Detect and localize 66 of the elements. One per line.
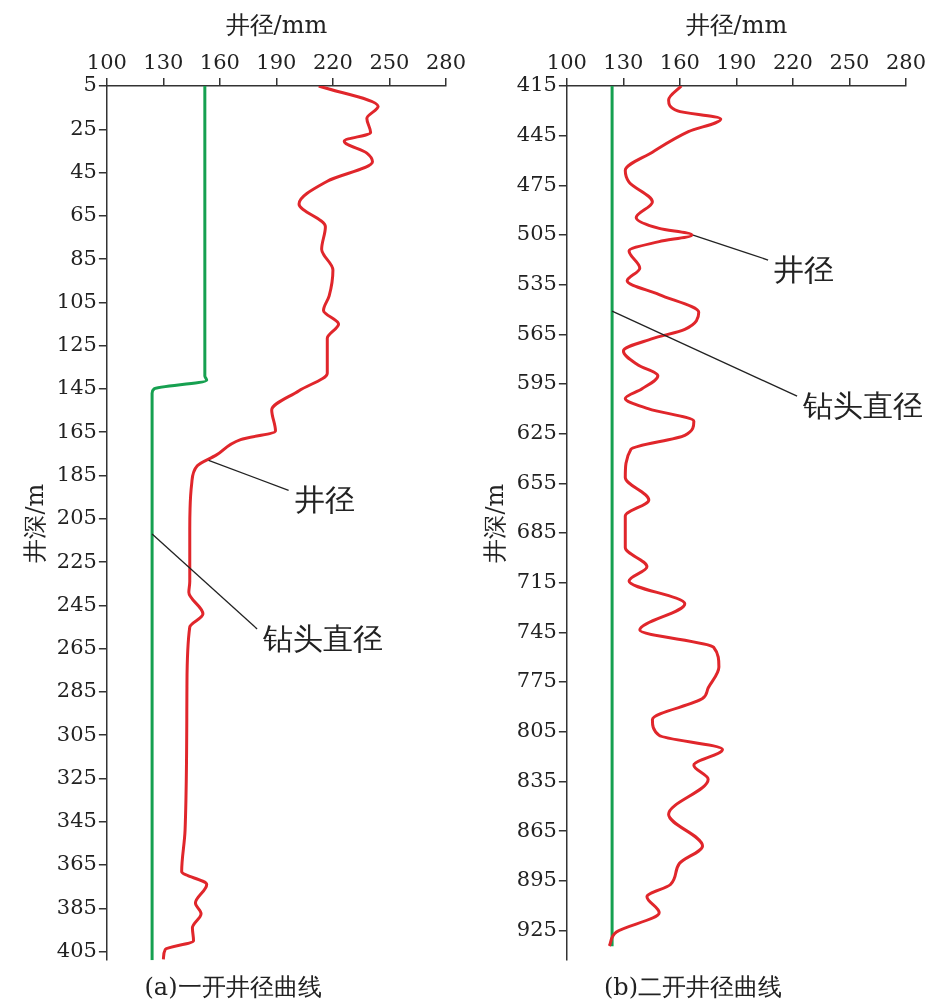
annotation: 井径 (294, 482, 355, 518)
y-tick-label: 45 (70, 159, 97, 184)
x-axis-title: 井径/mm (685, 10, 788, 39)
y-tick-label: 805 (516, 718, 557, 743)
y-tick-label: 165 (56, 418, 97, 443)
y-tick-label: 565 (516, 320, 557, 345)
y-tick-label: 105 (56, 288, 97, 313)
y-tick-label: 535 (516, 271, 557, 296)
y-tick-label: 265 (56, 635, 97, 660)
y-tick-label: 85 (70, 245, 97, 270)
y-tick-label: 285 (56, 678, 97, 703)
y-tick-label: 745 (516, 618, 557, 643)
y-tick-label: 475 (516, 171, 557, 196)
y-tick-label: 895 (516, 867, 557, 892)
y-tick-label: 505 (516, 221, 557, 246)
y-tick-label: 245 (56, 591, 97, 616)
x-tick-label: 190 (256, 49, 297, 74)
y-tick-label: 5 (83, 72, 97, 97)
y-tick-label: 715 (516, 569, 557, 594)
y-tick-label: 925 (516, 916, 557, 941)
y-tick-label: 405 (56, 938, 97, 962)
y-tick-label: 865 (516, 817, 557, 842)
y-tick-label: 365 (56, 851, 97, 876)
x-tick-label: 280 (885, 49, 927, 74)
text: (b)二开井径曲线 (603, 972, 783, 1001)
x-tick-label: 100 (86, 49, 127, 74)
text: (a)一开井径曲线 (144, 972, 322, 1001)
line-series (150, 86, 209, 961)
y-tick-label: 655 (516, 469, 557, 494)
x-axis-title: 井径/mm (225, 10, 328, 39)
annotation: 井径 (774, 251, 835, 287)
x-tick-label: 250 (369, 49, 410, 74)
y-tick-label: 25 (70, 115, 97, 140)
y-tick-label: 345 (56, 808, 97, 833)
x-tick-label: 220 (772, 49, 813, 74)
annotation: 钻头直径 (802, 387, 924, 423)
y-tick-label: 685 (516, 519, 557, 544)
y-tick-label: 205 (56, 505, 97, 530)
y-axis-title: 井深/m (480, 483, 509, 563)
y-tick-label: 835 (516, 767, 557, 792)
x-tick-label: 190 (716, 49, 757, 74)
y-tick-label: 445 (516, 122, 557, 147)
y-tick-label: 775 (516, 668, 557, 693)
y-tick-label: 625 (516, 420, 557, 445)
annotation: 钻头直径 (262, 620, 384, 656)
x-tick-label: 160 (659, 49, 700, 74)
x-tick-label: 250 (829, 49, 870, 74)
y-tick-label: 595 (516, 370, 557, 395)
x-tick-label: 100 (546, 49, 587, 74)
x-tick-label: 220 (312, 49, 353, 74)
y-tick-label: 385 (56, 894, 97, 919)
y-tick-label: 65 (70, 202, 97, 227)
line-series (161, 86, 380, 961)
y-tick-label: 145 (56, 375, 97, 400)
y-tick-label: 125 (56, 332, 97, 357)
y-tick-label: 325 (56, 764, 97, 789)
y-tick-label: 185 (56, 461, 97, 486)
x-tick-label: 160 (199, 49, 240, 74)
y-tick-label: 415 (516, 72, 557, 97)
y-axis-title: 井深/m (20, 483, 49, 563)
y-tick-label: 225 (56, 548, 97, 573)
x-tick-label: 130 (603, 49, 644, 74)
line-series (607, 86, 724, 948)
x-tick-label: 130 (143, 49, 184, 74)
x-tick-label: 280 (425, 49, 467, 74)
y-tick-label: 305 (56, 721, 97, 746)
